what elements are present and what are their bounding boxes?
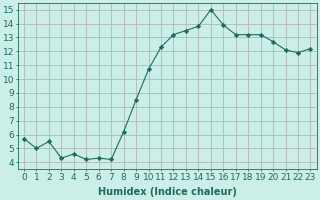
X-axis label: Humidex (Indice chaleur): Humidex (Indice chaleur)	[98, 187, 237, 197]
